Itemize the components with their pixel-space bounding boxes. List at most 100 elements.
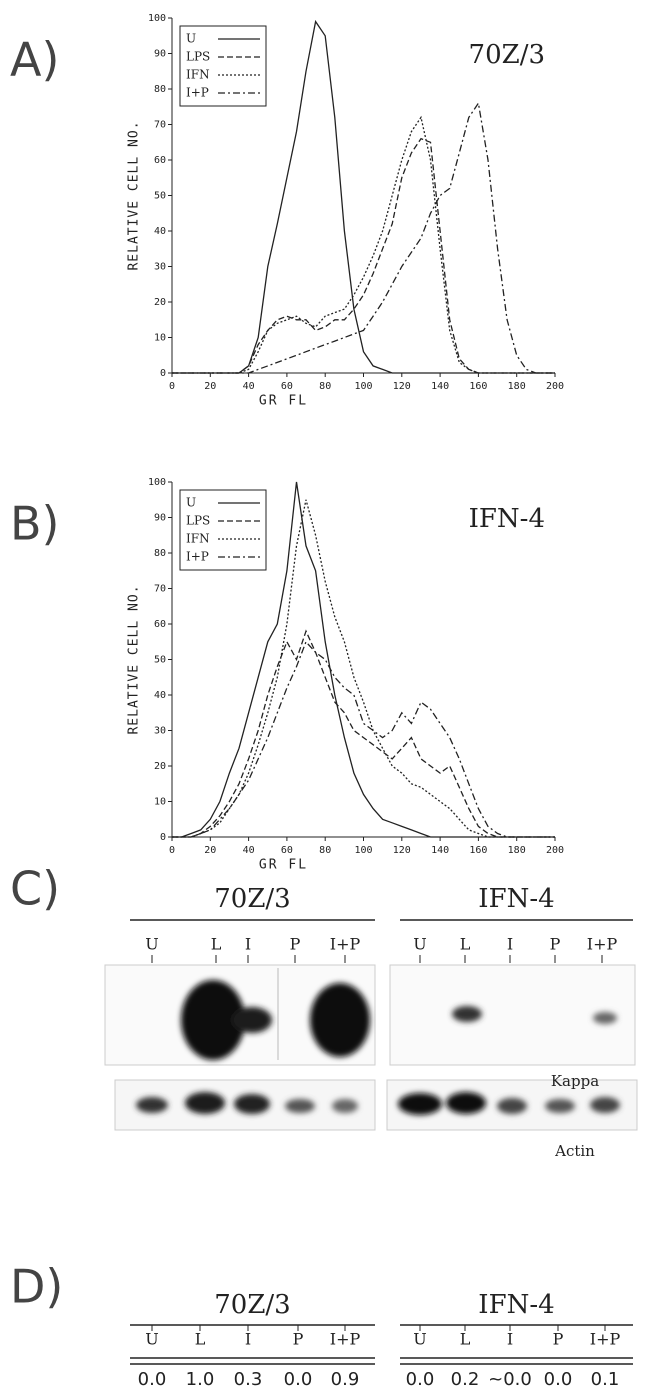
x-tick-label: 140: [431, 845, 449, 856]
lane-label: L: [460, 1330, 471, 1349]
y-tick-label: 50: [154, 191, 166, 202]
y-tick-label: 100: [148, 13, 166, 24]
ratio-value: 0.0: [406, 1369, 435, 1390]
band: [590, 1097, 620, 1113]
x-tick-label: 180: [508, 381, 526, 392]
band: [452, 1006, 482, 1022]
series-line: [172, 101, 555, 374]
lane-label: I+P: [587, 935, 618, 954]
band: [136, 1097, 168, 1113]
ratio-value: 0.0: [138, 1369, 167, 1390]
series-line: [172, 115, 555, 374]
group-title: 70Z/3: [214, 1290, 290, 1320]
chart-title: IFN-4: [469, 504, 545, 534]
lane-label: U: [413, 1330, 426, 1349]
x-tick-label: 20: [204, 845, 216, 856]
x-tick-label: 200: [546, 381, 564, 392]
lane-label: U: [145, 1330, 158, 1349]
kappa-blot: [104, 964, 636, 1066]
band: [285, 1099, 315, 1113]
ratio-value: ~0.0: [488, 1369, 532, 1390]
x-tick-label: 180: [508, 845, 526, 856]
legend-label: IFN: [186, 532, 210, 546]
y-tick-label: 40: [154, 226, 166, 237]
y-tick-label: 60: [154, 619, 166, 630]
lane-label: I+P: [330, 1330, 361, 1349]
y-tick-label: 40: [154, 690, 166, 701]
band: [497, 1098, 527, 1114]
band: [185, 1092, 225, 1114]
probe-label: Actin: [554, 1142, 595, 1160]
ratio-value: 0.9: [331, 1369, 360, 1390]
y-tick-label: 80: [154, 84, 166, 95]
y-axis-title: RELATIVE CELL NO.: [127, 120, 142, 270]
band: [398, 1093, 442, 1115]
lane-label: P: [553, 1330, 564, 1349]
y-axis-title: RELATIVE CELL NO.: [127, 584, 142, 734]
legend-label: I+P: [186, 550, 209, 564]
x-axis-title: GR FL: [259, 394, 308, 409]
panel-label: C): [10, 862, 60, 916]
y-tick-label: 30: [154, 726, 166, 737]
lane-label: P: [293, 1330, 304, 1349]
band: [545, 1099, 575, 1113]
x-tick-label: 80: [319, 845, 331, 856]
band: [446, 1092, 486, 1114]
group-title: 70Z/3: [214, 884, 290, 914]
series-line: [172, 481, 555, 838]
y-tick-label: 70: [154, 120, 166, 131]
chart-title: 70Z/3: [469, 40, 545, 70]
x-tick-label: 140: [431, 381, 449, 392]
series-line: [172, 640, 555, 838]
band: [593, 1012, 617, 1024]
lane-label: U: [413, 935, 426, 954]
ratio-value: 1.0: [186, 1369, 215, 1390]
x-tick-label: 100: [354, 845, 372, 856]
band: [181, 980, 245, 1060]
legend-label: LPS: [186, 50, 210, 64]
y-tick-label: 50: [154, 655, 166, 666]
legend-label: LPS: [186, 514, 210, 528]
y-tick-label: 70: [154, 584, 166, 595]
y-tick-label: 20: [154, 761, 166, 772]
x-tick-label: 160: [469, 381, 487, 392]
lane-label: I: [245, 935, 251, 954]
y-tick-label: 60: [154, 155, 166, 166]
ratio-value: 0.1: [591, 1369, 620, 1390]
ratio-value: 0.0: [284, 1369, 313, 1390]
x-tick-label: 60: [281, 845, 293, 856]
y-tick-label: 90: [154, 49, 166, 60]
x-tick-label: 100: [354, 381, 372, 392]
ratio-value: 0.0: [544, 1369, 573, 1390]
lane-label: L: [195, 1330, 206, 1349]
x-tick-label: 40: [243, 381, 255, 392]
band: [234, 1094, 270, 1114]
y-tick-label: 30: [154, 262, 166, 273]
x-tick-label: 80: [319, 381, 331, 392]
legend-label: U: [186, 496, 196, 510]
x-tick-label: 0: [169, 845, 175, 856]
y-tick-label: 10: [154, 797, 166, 808]
x-tick-label: 120: [393, 381, 411, 392]
y-tick-label: 0: [160, 368, 166, 379]
band: [332, 1099, 358, 1113]
ratio-value: 0.3: [234, 1369, 263, 1390]
y-tick-label: 20: [154, 297, 166, 308]
lane-label: U: [145, 935, 158, 954]
y-tick-label: 100: [148, 477, 166, 488]
lane-label: I: [507, 935, 513, 954]
x-tick-label: 40: [243, 845, 255, 856]
legend-label: IFN: [186, 68, 210, 82]
x-tick-label: 160: [469, 845, 487, 856]
ratio-value: 0.2: [451, 1369, 480, 1390]
lane-label: L: [460, 935, 471, 954]
panel-label: D): [10, 1260, 63, 1314]
panel-label: B): [10, 497, 60, 551]
lane-label: I+P: [330, 935, 361, 954]
x-tick-label: 120: [393, 845, 411, 856]
lane-label: I+P: [590, 1330, 621, 1349]
lane-label: P: [550, 935, 561, 954]
band: [232, 1007, 272, 1033]
